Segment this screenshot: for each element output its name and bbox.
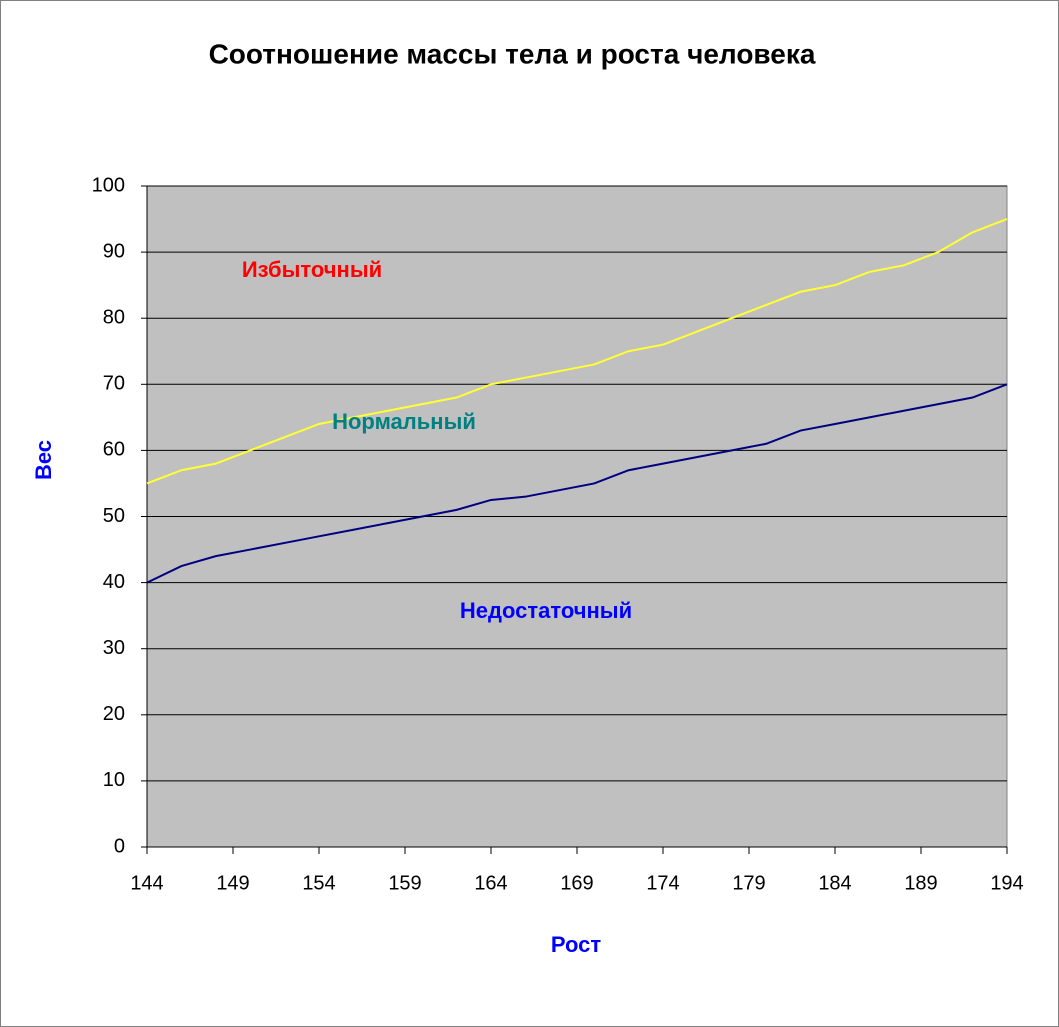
x-axis-label: Рост [551, 932, 602, 957]
x-tick-label: 169 [560, 872, 593, 894]
y-tick-label: 80 [103, 306, 125, 328]
y-tick-label: 40 [103, 571, 125, 593]
y-tick-label: 0 [114, 835, 125, 857]
x-tick-label: 179 [732, 872, 765, 894]
y-tick-label: 100 [92, 174, 125, 196]
x-tick-label: 174 [646, 872, 679, 894]
y-tick-label: 70 [103, 373, 125, 395]
x-tick-label: 189 [904, 872, 937, 894]
y-tick-label: 30 [103, 637, 125, 659]
y-tick-label: 10 [103, 769, 125, 791]
annotation: Нормальный [332, 409, 476, 434]
y-tick-label: 90 [103, 240, 125, 262]
chart-title: Соотношение массы тела и роста человека [209, 38, 816, 69]
y-tick-label: 60 [103, 439, 125, 461]
data-line [146, 218, 1008, 485]
x-tick-label: 194 [990, 872, 1023, 894]
x-tick-label: 164 [474, 872, 507, 894]
annotation: Избыточный [242, 257, 382, 282]
annotation: Недостаточный [460, 598, 632, 623]
x-tick-label: 149 [216, 872, 249, 894]
x-tick-label: 184 [818, 872, 851, 894]
x-tick-label: 144 [130, 872, 163, 894]
data-line [146, 383, 1008, 584]
y-tick-label: 20 [103, 703, 125, 725]
x-tick-label: 154 [302, 872, 335, 894]
y-tick-label: 50 [103, 505, 125, 527]
x-tick-label: 159 [388, 872, 421, 894]
y-axis-label: Вес [31, 440, 56, 480]
